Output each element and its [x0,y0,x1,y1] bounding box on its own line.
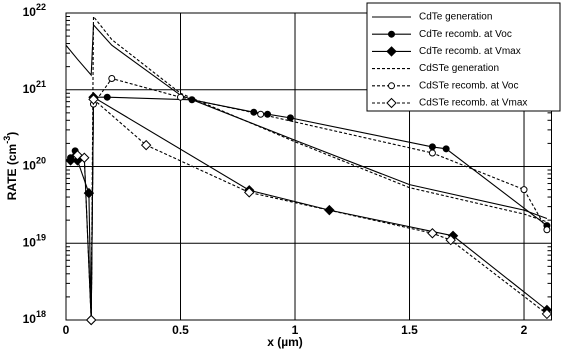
series-line [90,14,548,321]
x-axis-label: x (µm) [267,335,303,349]
y-tick-exponent: 20 [36,156,46,166]
x-tick-label: 0.5 [172,323,189,337]
marker [108,75,116,83]
x-tick-label: 0 [63,323,70,337]
y-tick-exponent: 19 [36,233,46,243]
x-tick-label: 1.5 [401,323,418,337]
y-tick-base: 10 [23,82,37,96]
marker [442,145,450,153]
y-tick-label: 1022 [23,2,46,19]
marker [65,155,76,166]
legend-label: CdTe recomb. at Vmax [419,46,521,57]
marker [103,93,111,101]
plot-frame [65,12,552,321]
marker [140,139,152,151]
marker [79,152,90,163]
marker [445,234,456,246]
x-tick-label: 2 [521,323,528,337]
y-tick-label: 1018 [23,309,46,326]
legend-marker [386,46,397,57]
legend-marker [388,30,395,38]
legend-label: CdSTe recomb. at Vmax [419,98,527,109]
marker [543,226,551,234]
series-line [70,96,548,321]
marker [85,314,97,326]
x-tick-label: 1 [292,323,299,337]
legend-label: CdSTe recomb. at Voc [419,80,519,91]
marker [428,149,436,157]
y-tick-label: 1021 [23,79,46,96]
marker [427,228,438,239]
series-line [77,98,548,321]
marker [520,186,528,194]
series-line [70,96,548,321]
y-tick-base: 10 [23,312,37,326]
legend-marker [388,82,395,90]
marker [88,94,99,105]
y-tick-base: 10 [23,235,37,249]
y-label-sup: -3 [2,136,12,144]
legend-label: CdTe recomb. at Voc [419,29,512,40]
marker [428,143,436,151]
y-tick-base: 10 [23,5,37,19]
y-tick-exponent: 22 [36,2,46,12]
y-tick-label: 1019 [23,233,46,250]
marker [257,110,265,118]
marker [244,187,255,198]
marker [72,150,83,161]
y-label-main: RATE (cm [5,144,19,200]
legend-marker [386,97,397,109]
y-tick-base: 10 [23,159,37,173]
y-tick-label: 1020 [23,156,46,173]
y-tick-exponent: 18 [36,309,46,319]
y-tick-exponent: 21 [36,79,46,89]
marker [177,93,185,101]
y-axis-label: RATE (cm-3) [2,132,19,200]
legend-label: CdTe generation [419,12,492,23]
marker [541,308,553,320]
y-label-end: ) [5,132,19,136]
legend-label: CdSTe generation [419,63,499,74]
series-line [65,23,548,220]
legend-box [366,2,561,112]
